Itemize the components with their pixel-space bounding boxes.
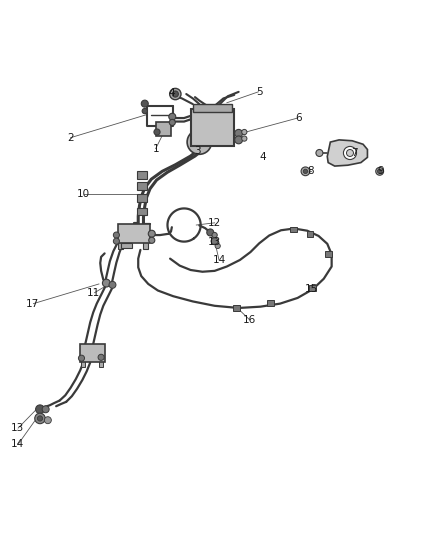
- Circle shape: [301, 167, 310, 176]
- Text: 12: 12: [208, 218, 221, 228]
- Bar: [233, 305, 240, 311]
- Circle shape: [44, 417, 51, 424]
- Circle shape: [169, 119, 175, 125]
- Circle shape: [169, 113, 176, 120]
- Text: 13: 13: [208, 238, 221, 247]
- Text: 8: 8: [307, 166, 314, 176]
- Circle shape: [316, 149, 323, 157]
- Text: 17: 17: [25, 298, 39, 309]
- Bar: [99, 361, 103, 367]
- Bar: [325, 251, 332, 257]
- Circle shape: [242, 130, 247, 135]
- Circle shape: [172, 91, 178, 97]
- Circle shape: [37, 416, 42, 421]
- Bar: [143, 243, 148, 249]
- Circle shape: [109, 281, 116, 288]
- Text: 13: 13: [11, 423, 24, 433]
- Circle shape: [242, 136, 247, 141]
- Bar: [121, 243, 132, 248]
- Text: 4: 4: [259, 152, 266, 163]
- Text: 5: 5: [256, 87, 262, 97]
- Circle shape: [235, 130, 243, 138]
- Circle shape: [207, 229, 214, 236]
- Circle shape: [376, 167, 384, 175]
- Circle shape: [346, 149, 353, 157]
- Bar: [268, 300, 275, 306]
- Circle shape: [215, 244, 220, 248]
- Text: 1: 1: [152, 143, 159, 154]
- Circle shape: [154, 129, 160, 135]
- Circle shape: [141, 100, 148, 107]
- Text: 3: 3: [194, 146, 201, 156]
- Text: 11: 11: [87, 288, 100, 298]
- Polygon shape: [327, 140, 367, 166]
- Circle shape: [42, 406, 49, 413]
- Circle shape: [149, 237, 155, 244]
- Bar: [137, 195, 147, 203]
- Circle shape: [35, 413, 45, 424]
- Circle shape: [148, 230, 155, 237]
- Text: 2: 2: [67, 133, 74, 143]
- Circle shape: [35, 405, 44, 414]
- Text: 4: 4: [169, 88, 175, 98]
- Circle shape: [211, 238, 218, 245]
- Circle shape: [212, 232, 217, 238]
- Bar: [137, 171, 147, 179]
- Circle shape: [142, 108, 148, 114]
- Circle shape: [343, 147, 357, 159]
- Bar: [137, 182, 147, 190]
- Bar: [191, 109, 234, 147]
- Text: 10: 10: [77, 189, 90, 199]
- Text: 6: 6: [295, 113, 302, 123]
- Circle shape: [113, 238, 120, 244]
- Bar: [80, 344, 106, 362]
- Bar: [81, 361, 85, 367]
- Text: 15: 15: [305, 284, 318, 294]
- Circle shape: [303, 169, 307, 174]
- Bar: [118, 243, 123, 249]
- Bar: [155, 123, 171, 135]
- Bar: [307, 231, 313, 237]
- Bar: [118, 224, 150, 244]
- Circle shape: [187, 130, 212, 154]
- Text: 9: 9: [377, 166, 384, 176]
- Circle shape: [98, 354, 104, 360]
- Circle shape: [78, 355, 85, 361]
- Circle shape: [170, 88, 181, 100]
- Text: 14: 14: [212, 255, 226, 265]
- Text: 14: 14: [11, 439, 24, 449]
- Bar: [290, 227, 297, 232]
- Bar: [193, 103, 232, 112]
- Bar: [137, 207, 147, 215]
- Circle shape: [113, 232, 120, 238]
- Text: 16: 16: [243, 315, 256, 325]
- Circle shape: [102, 279, 110, 287]
- Text: 7: 7: [351, 148, 358, 158]
- Bar: [309, 285, 316, 291]
- Circle shape: [378, 169, 382, 174]
- Circle shape: [235, 136, 243, 144]
